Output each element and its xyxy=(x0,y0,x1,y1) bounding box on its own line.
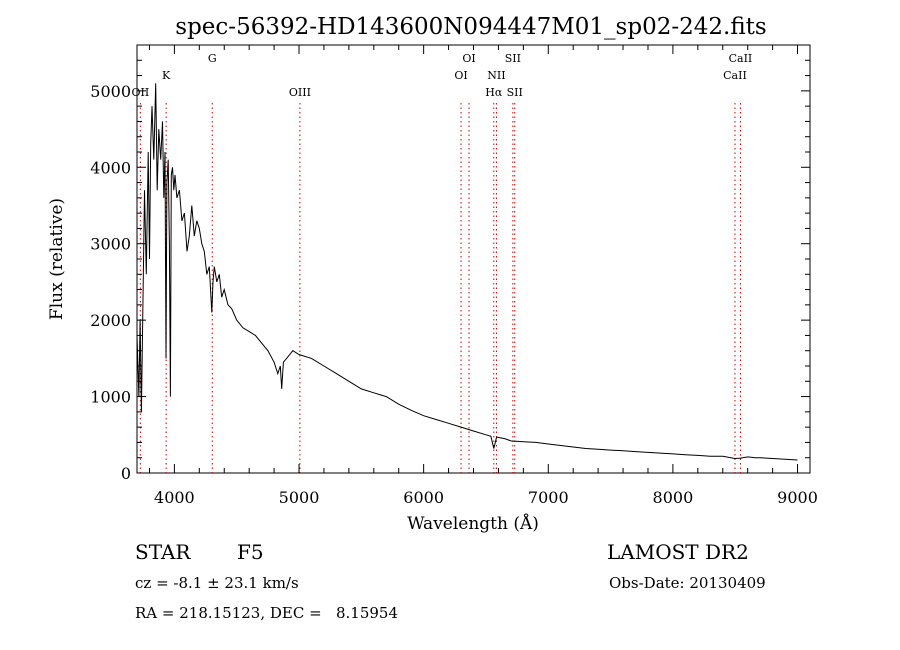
spectral-line-label: K xyxy=(162,69,171,82)
spectral-line-label: CaII xyxy=(729,52,753,65)
y-tick-label: 5000 xyxy=(90,82,131,101)
y-tick-label: 1000 xyxy=(90,388,131,407)
x-tick-label: 9000 xyxy=(777,488,818,507)
x-tick-label: 6000 xyxy=(403,488,444,507)
chart-title: spec-56392-HD143600N094447M01_sp02-242.f… xyxy=(175,14,766,40)
observation-date: Obs-Date: 20130409 xyxy=(609,574,766,592)
x-tick-label: 4000 xyxy=(154,488,195,507)
y-tick-label: 2000 xyxy=(90,311,131,330)
spectrum-line xyxy=(136,83,798,461)
y-tick-label: 3000 xyxy=(90,235,131,254)
y-axis-ticks: 0 1000 2000 3000 4000 5000 xyxy=(90,59,810,483)
x-tick-label: 8000 xyxy=(653,488,694,507)
spectral-line-label: G xyxy=(208,52,217,65)
y-axis-label: Flux (relative) xyxy=(47,198,67,320)
x-axis-ticks: 4000 5000 6000 7000 8000 9000 xyxy=(148,45,818,507)
x-axis-label: Wavelength (Å) xyxy=(407,513,539,534)
survey-name: LAMOST DR2 xyxy=(607,540,749,564)
y-tick-label: 0 xyxy=(121,464,131,483)
y-tick-label: 4000 xyxy=(90,158,131,177)
plot-frame xyxy=(136,44,811,474)
spectral-subclass: F5 xyxy=(237,540,264,564)
spectral-line-label: SII xyxy=(507,86,523,99)
x-tick-label: 7000 xyxy=(528,488,569,507)
object-class: STAR xyxy=(135,540,191,564)
spectral-line-label: NII xyxy=(487,69,505,82)
spectral-line-label: OII xyxy=(132,86,150,99)
redshift-velocity: cz = -8.1 ± 23.1 km/s xyxy=(135,574,299,592)
spectral-line-label: OI xyxy=(454,69,467,82)
spectral-line-label: SII xyxy=(505,52,521,65)
spectral-line-label: CaII xyxy=(723,69,747,82)
spectral-line-label: OI xyxy=(462,52,475,65)
x-tick-label: 5000 xyxy=(279,488,320,507)
coordinates: RA = 218.15123, DEC = 8.15954 xyxy=(135,604,399,622)
spectral-line-label: Hα xyxy=(485,86,503,99)
spectral-line-label: OIII xyxy=(289,86,311,99)
